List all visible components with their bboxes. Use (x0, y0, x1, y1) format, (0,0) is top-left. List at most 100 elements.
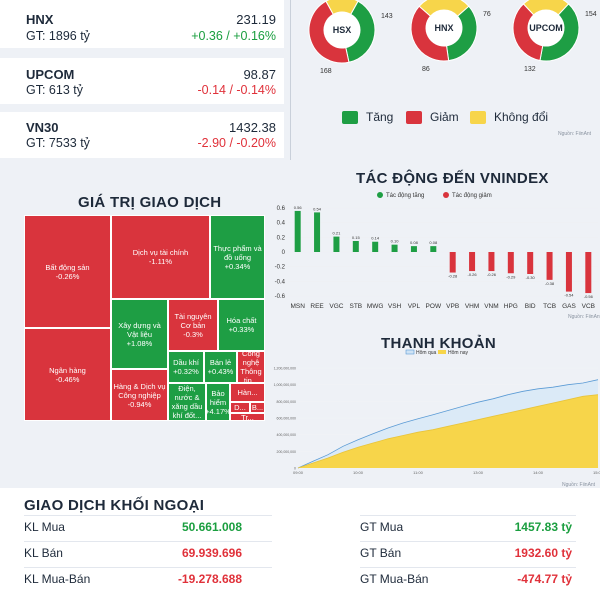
bar-value-label: -0.26 (468, 272, 478, 277)
donut-label: HSX (333, 25, 352, 35)
treemap-cell[interactable]: Tài nguyên Cơ bản -0.3% (168, 299, 218, 351)
bar-value-label: -0.29 (506, 274, 516, 279)
impact-bar (410, 246, 417, 252)
legend-flat-label: Không đổi (494, 110, 549, 124)
x-tick-label: GAS (562, 303, 576, 310)
today-series-line (297, 394, 599, 469)
treemap-cell[interactable]: Dịch vụ tài chính -1.11% (111, 215, 210, 299)
bar-value-label: -0.54 (564, 293, 574, 298)
impact-legend-up: Tác động tăng (386, 193, 424, 199)
foreign-row-kl-sell: KL Bán 69.939.696 (24, 546, 242, 562)
treemap-title: GIÁ TRỊ GIAO DỊCH (78, 194, 222, 211)
x-tick-label: TCB (543, 303, 556, 310)
sector-treemap: Bất động sản -0.26% Ngân hàng -0.46% Dịch … (24, 215, 265, 421)
liquidity-chart: Hôm qua Hôm nay 1,200,000,000 1,000,000,0… (274, 349, 600, 488)
foreign-row-gt-net: GT Mua-Bán -474.77 tỷ (360, 572, 572, 588)
treemap-cell[interactable]: D... (230, 402, 250, 413)
treemap-cell[interactable]: Công nghệ Thông tin... (237, 351, 265, 383)
x-tick-label: 11:00 (413, 470, 423, 475)
impact-bar (314, 212, 321, 252)
x-tick-label: 13:00 (473, 470, 484, 475)
liquidity-legend-today-swatch (438, 350, 446, 354)
legend-up-label: Tăng (366, 110, 394, 124)
treemap-cell[interactable]: B... (250, 402, 265, 413)
y-tick-label: 200,000,000 (277, 450, 297, 454)
donut-down-count: 168 (320, 68, 332, 75)
foreign-label: GT Mua-Bán (360, 572, 429, 586)
treemap-cell[interactable]: Hàng & Dịch vụ Công nghiệp -0.94% (111, 369, 168, 421)
treemap-cell[interactable]: Thực phẩm và đồ uống +0.34% (210, 215, 265, 299)
impact-chart: Tác động tăng Tác động giảm 0.6 0.4 0.2 0 -0… (275, 192, 600, 320)
treemap-cell[interactable]: Điện, nước & xăng dầu khí đốt... (168, 383, 206, 421)
index-card-vn30[interactable]: VN30 GT: 7533 tỷ 1432.38 -2.90 / -0.20% (0, 112, 284, 158)
foreign-value: -474.77 tỷ (517, 572, 572, 586)
treemap-cell[interactable]: Hàn... (230, 383, 265, 402)
treemap-cell[interactable]: Bảo hiểm +4.17% (206, 383, 230, 421)
index-name: UPCOM (26, 67, 75, 82)
liquidity-legend-today: Hôm nay (448, 350, 469, 356)
row-divider (360, 515, 576, 516)
row-divider (24, 515, 272, 516)
x-tick-label: VGC (329, 303, 343, 310)
index-volume: GT: 1896 tỷ (26, 29, 90, 43)
legend-down-label: Giảm (430, 110, 459, 124)
impact-source: Nguồn: FiinAnt (568, 314, 600, 320)
row-divider (360, 541, 576, 542)
x-tick-label: STB (349, 303, 362, 310)
bar-value-label: -0.38 (545, 281, 555, 286)
x-tick-label: REE (310, 303, 324, 310)
donut-hole (528, 10, 564, 46)
impact-bar (294, 210, 301, 252)
impact-bar (391, 244, 398, 252)
impact-legend-up-marker (377, 192, 383, 198)
breadth-panel: HSX 143 168 HNX 76 86 UPCOM 154 132 Tăng Giảm Kh… (296, 0, 600, 158)
today-series-area (298, 394, 598, 468)
breadth-donuts: HSX 143 168 HNX 76 86 UPCOM 154 132 (308, 0, 597, 75)
foreign-label: KL Bán (24, 546, 63, 560)
treemap-cell[interactable]: Bán lẻ +0.43% (204, 351, 237, 383)
bar-value-label: 0.15 (352, 235, 361, 240)
impact-bar (565, 252, 572, 292)
donut-up-count: 76 (483, 11, 491, 18)
y-tick-label: 800,000,000 (277, 400, 297, 404)
legend-down-swatch (406, 111, 422, 124)
x-tick-label: MWG (367, 303, 384, 310)
donut-down-count: 132 (524, 66, 536, 73)
treemap-cell[interactable]: Tr... (230, 413, 265, 421)
impact-bar (449, 252, 456, 273)
bar-value-label: -0.56 (584, 294, 594, 299)
bar-value-label: 0.21 (333, 231, 342, 236)
liquidity-legend-prev: Hôm qua (416, 350, 437, 356)
y-tick-label: 1,000,000,000 (274, 383, 296, 387)
y-tick-label: 600,000,000 (277, 417, 297, 421)
impact-bar (352, 241, 359, 252)
index-value: 1432.38 (229, 120, 276, 135)
treemap-cell[interactable]: Dầu khí +0.32% (168, 351, 204, 383)
treemap-cell[interactable]: Hóa chất +0.33% (218, 299, 265, 351)
impact-bar (527, 252, 534, 274)
index-card-hnx[interactable]: HNX GT: 1896 tỷ 231.19 +0.36 / +0.16% (0, 0, 284, 48)
bar-value-label: -0.30 (526, 275, 536, 280)
y-tick-label: 0.6 (277, 206, 286, 212)
x-tick-label: VPB (446, 303, 459, 310)
foreign-value: -19.278.688 (177, 572, 242, 586)
foreign-value: 69.939.696 (181, 546, 242, 560)
bar-value-label: 0.54 (313, 206, 322, 211)
x-tick-label: VPL (408, 303, 421, 310)
foreign-title: GIAO DỊCH KHỐI NGOẠI (24, 497, 205, 514)
liquidity-source: Nguồn: FiinAnt (562, 482, 596, 488)
x-tick-label: VCB (582, 303, 595, 310)
y-tick-label: -0.6 (275, 294, 286, 300)
donut-up-count: 154 (585, 11, 597, 18)
impact-title: TÁC ĐỘNG ĐẾN VNINDEX (356, 170, 549, 187)
y-tick-label: 400,000,000 (277, 433, 297, 437)
index-volume: GT: 613 tỷ (26, 83, 83, 97)
treemap-cell[interactable]: Ngân hàng -0.46% (24, 328, 111, 421)
treemap-cell[interactable]: Bất động sản -0.26% (24, 215, 111, 328)
y-tick-label: 0.4 (277, 221, 286, 227)
treemap-cell[interactable]: Xây dựng và Vật liệu +1.08% (111, 299, 168, 369)
index-change: -2.90 / -0.20% (197, 136, 276, 150)
prev-series-line (297, 379, 599, 469)
index-card-upcom[interactable]: UPCOM GT: 613 tỷ 98.87 -0.14 / -0.14% (0, 58, 284, 104)
liquidity-legend-prev-swatch (405, 349, 415, 355)
